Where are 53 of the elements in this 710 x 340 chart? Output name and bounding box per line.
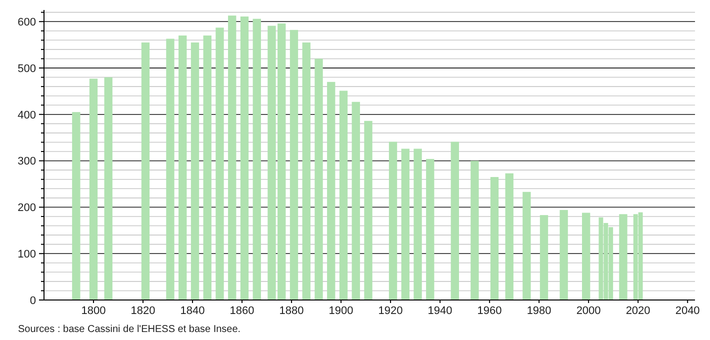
x-tick-label: 1980 [526, 305, 552, 317]
bar [560, 210, 568, 300]
bar [314, 58, 323, 300]
x-tick-label: 1960 [477, 305, 502, 317]
bar [203, 36, 212, 300]
x-tick-label: 2020 [626, 305, 650, 317]
bar [414, 148, 422, 300]
bar [401, 148, 410, 300]
x-tick-label: 2000 [576, 305, 601, 317]
x-tick-label: 1860 [230, 305, 254, 317]
bar [252, 18, 261, 300]
x-tick-label: 1820 [130, 305, 156, 317]
x-tick-label: 1940 [428, 305, 452, 317]
bar [141, 42, 150, 300]
bar [450, 142, 459, 300]
bar [490, 177, 499, 300]
bar [327, 82, 336, 300]
x-tick-label: 2040 [675, 305, 700, 317]
bar [339, 90, 348, 300]
y-tick-label: 100 [18, 248, 36, 260]
x-tick-label: 1920 [378, 305, 403, 317]
y-tick-label: 600 [18, 16, 36, 28]
bar [104, 77, 112, 300]
y-tick-label: 0 [30, 294, 36, 307]
bar [240, 16, 249, 300]
x-tick-label: 1880 [279, 305, 304, 317]
y-tick-label: 500 [18, 62, 36, 75]
bar [72, 112, 80, 300]
y-tick-label: 200 [18, 202, 36, 214]
y-tick-label: 400 [18, 109, 36, 122]
bar [505, 173, 514, 300]
x-tick-label: 1800 [81, 305, 106, 317]
x-tick-label: 1900 [328, 305, 354, 317]
bar [89, 78, 98, 300]
bar [522, 192, 531, 300]
bar [166, 38, 174, 300]
bar [470, 160, 479, 300]
bar [216, 28, 224, 300]
bar [426, 158, 434, 300]
bar [178, 36, 187, 300]
bar [619, 214, 628, 300]
bar [352, 102, 360, 300]
bar [290, 30, 298, 300]
y-tick-label: 300 [18, 156, 36, 168]
bar [388, 142, 398, 300]
bar [582, 212, 590, 300]
bar [540, 215, 548, 300]
bar [302, 42, 310, 300]
bar [228, 16, 236, 300]
bar [364, 120, 372, 300]
source-note: Sources : base Cassini de l'EHESS et base Insee. [18, 324, 241, 335]
bar [190, 42, 200, 300]
x-tick-label: 1840 [180, 305, 205, 317]
